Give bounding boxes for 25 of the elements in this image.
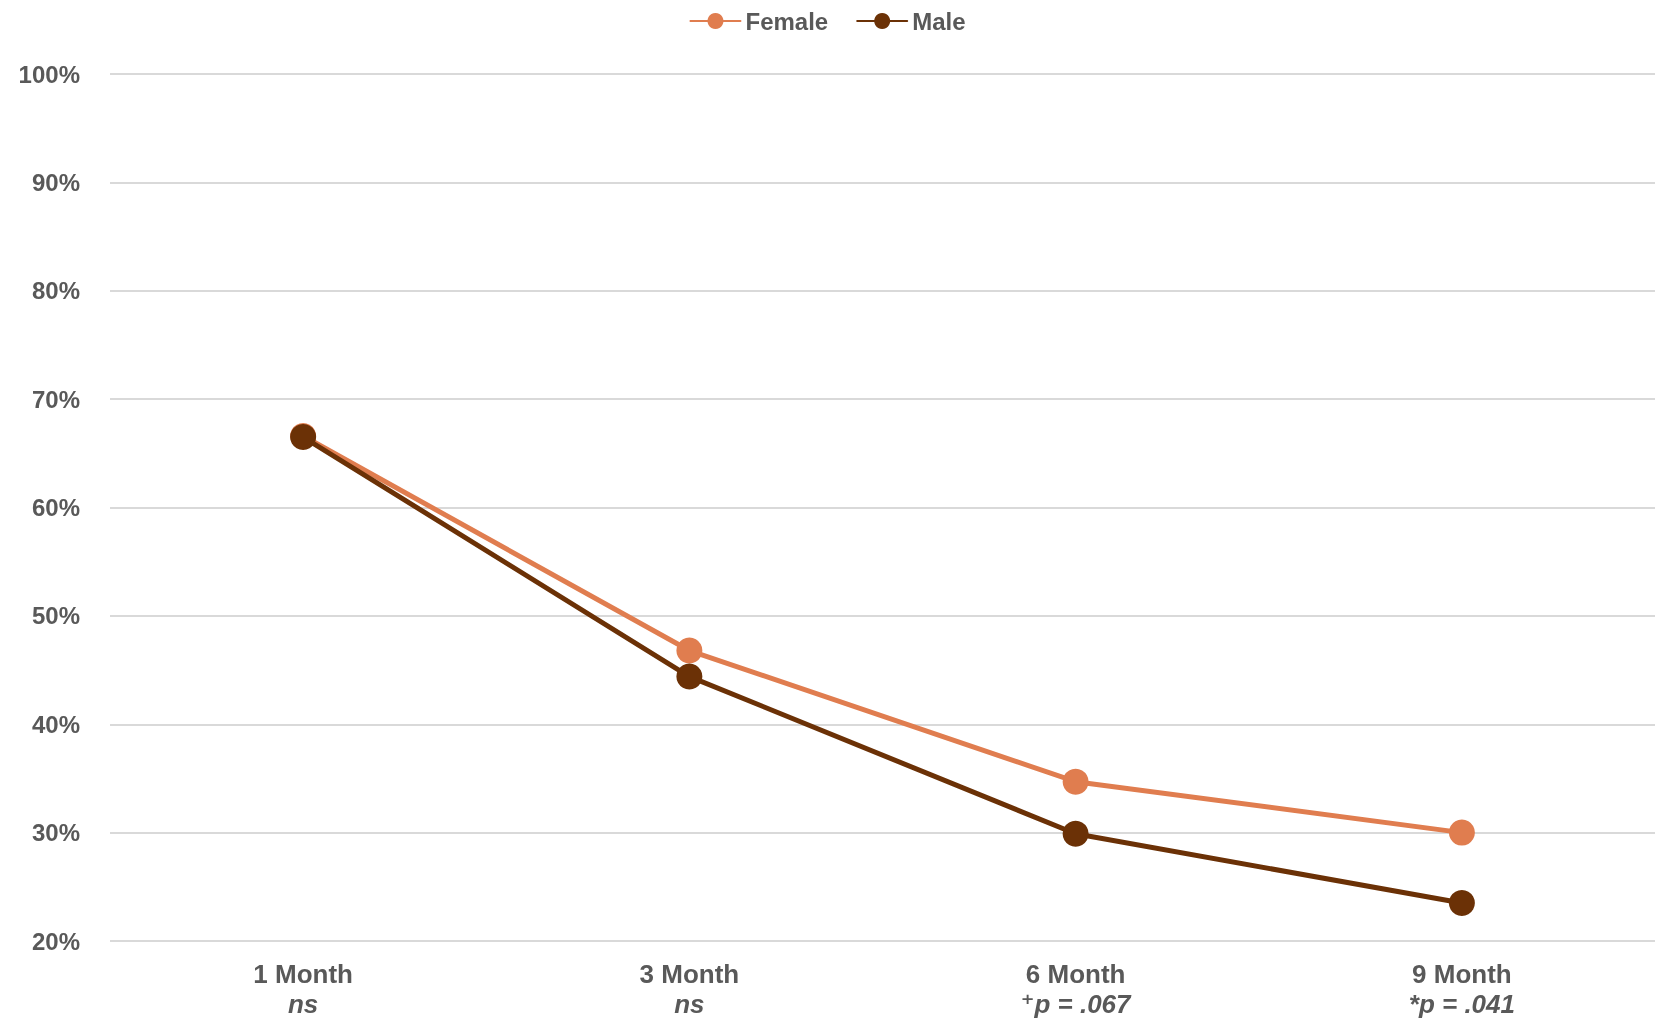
legend-label: Male xyxy=(912,7,966,35)
y-tick-label: 20% xyxy=(31,927,80,955)
x-tick-label: 1 Month xyxy=(253,959,353,989)
y-tick-label: 40% xyxy=(31,710,80,738)
text: ns xyxy=(674,989,705,1019)
point xyxy=(676,663,703,690)
y-tick-label: 60% xyxy=(31,494,80,521)
y-tick-label: 50% xyxy=(31,602,80,630)
x-tick-label: 6 Month xyxy=(1025,959,1126,989)
text: ⁺p = .067 xyxy=(1020,989,1133,1019)
y-tick-label: 70% xyxy=(31,385,80,413)
text: *p = .041 xyxy=(1408,989,1515,1019)
point xyxy=(1062,768,1089,795)
legend-label: Female xyxy=(745,7,829,35)
y-tick-label: 100% xyxy=(18,60,80,88)
y-tick-label: 90% xyxy=(31,168,80,196)
x-tick-label: 3 Month xyxy=(639,959,740,989)
y-tick-label: 80% xyxy=(31,277,80,305)
point xyxy=(676,637,703,664)
point xyxy=(1448,890,1475,917)
point xyxy=(1448,819,1475,846)
text: ns xyxy=(287,989,319,1019)
point xyxy=(1062,820,1089,847)
x-tick-label: 9 Month xyxy=(1412,959,1512,989)
y-tick-label: 30% xyxy=(31,819,80,847)
